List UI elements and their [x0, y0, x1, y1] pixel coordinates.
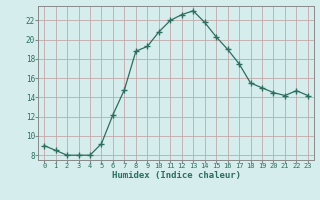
X-axis label: Humidex (Indice chaleur): Humidex (Indice chaleur) — [111, 171, 241, 180]
